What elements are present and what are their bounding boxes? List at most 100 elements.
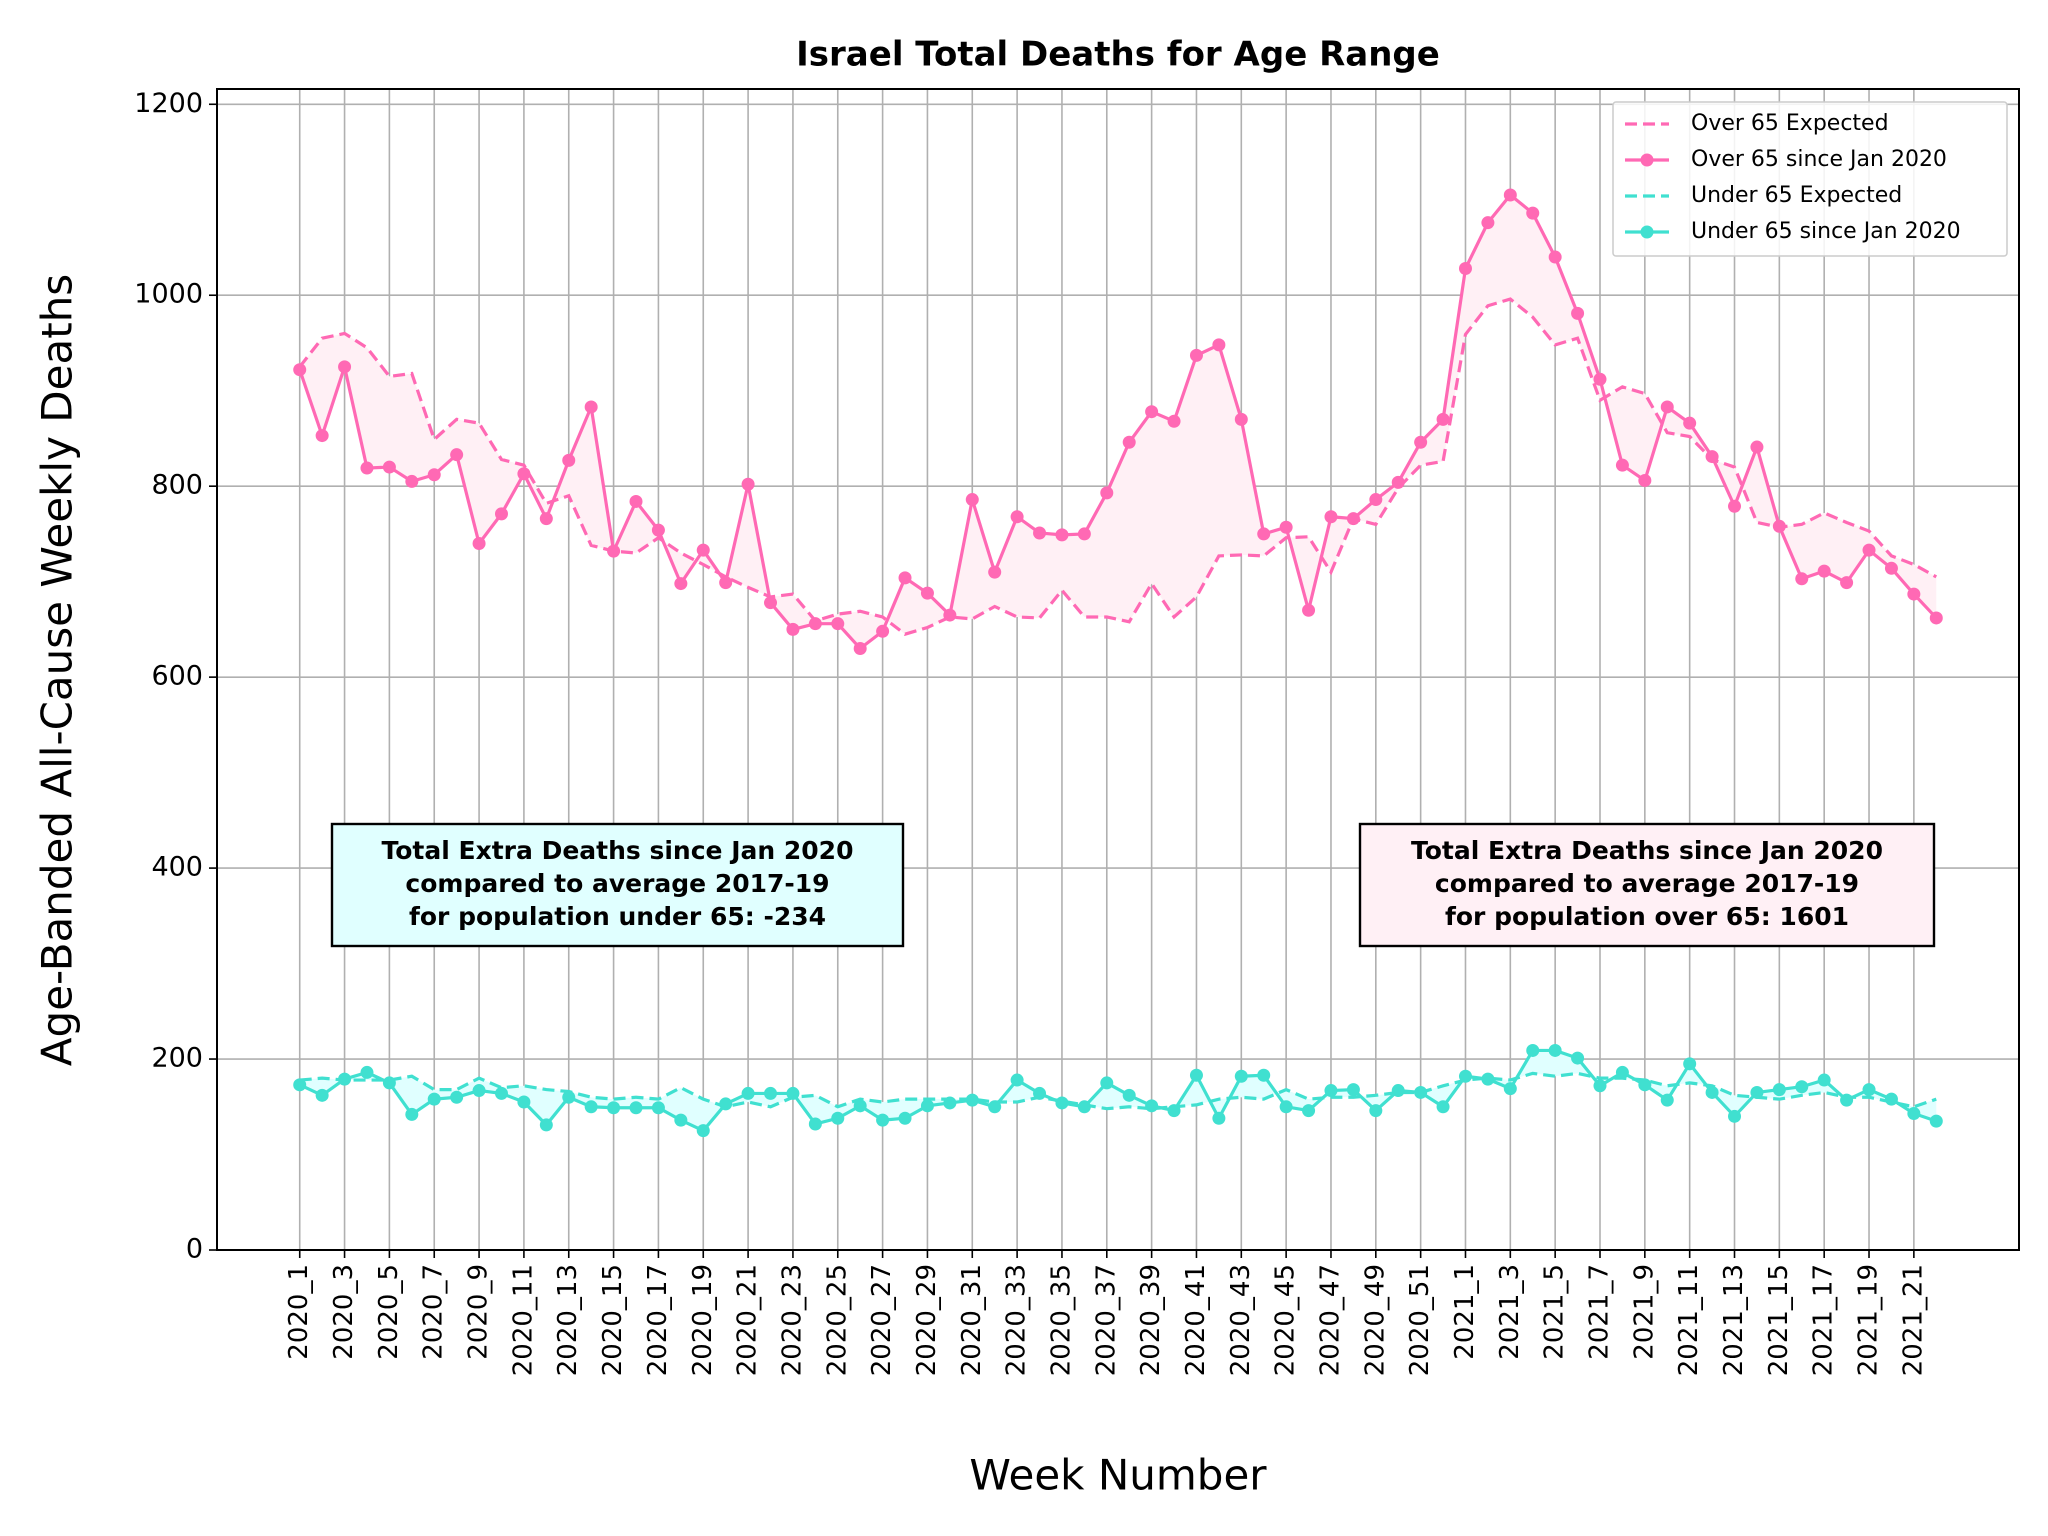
- data-point: [831, 1111, 845, 1125]
- x-tick-label: 2020_1: [284, 1264, 314, 1360]
- data-point: [1122, 435, 1136, 449]
- legend-label: Over 65 Expected: [1691, 111, 1889, 136]
- data-point: [1840, 576, 1854, 590]
- data-point: [1660, 400, 1674, 414]
- annotation-text: compared to average 2017-19: [1435, 869, 1859, 898]
- data-point: [764, 1086, 778, 1100]
- data-point: [1346, 512, 1360, 526]
- data-point: [539, 512, 553, 526]
- gap-fill: [299, 194, 1937, 649]
- x-tick-label: 2020_41: [1181, 1264, 1211, 1376]
- data-point: [674, 1113, 688, 1127]
- legend-marker: [1640, 225, 1654, 239]
- data-point: [1705, 450, 1719, 464]
- data-point: [1817, 1073, 1831, 1087]
- data-point: [1189, 348, 1203, 362]
- data-point: [427, 1092, 441, 1106]
- y-tick-label: 800: [151, 470, 203, 501]
- data-point: [741, 1086, 755, 1100]
- data-point: [1795, 572, 1809, 586]
- x-tick-label: 2021_15: [1764, 1264, 1794, 1376]
- data-point: [1033, 526, 1047, 540]
- data-point: [1750, 1085, 1764, 1099]
- data-point: [651, 1101, 665, 1115]
- data-point: [382, 1076, 396, 1090]
- data-point: [786, 1086, 800, 1100]
- data-point: [876, 624, 890, 638]
- data-point: [988, 1100, 1002, 1114]
- data-point: [1615, 1065, 1629, 1079]
- data-point: [1257, 1068, 1271, 1082]
- data-point: [696, 543, 710, 557]
- data-point: [808, 617, 822, 631]
- y-axis-label: Age-Banded All-Cause Weekly Deaths: [33, 274, 82, 1066]
- annotation-text: for population under 65: -234: [409, 902, 826, 931]
- data-point: [1638, 473, 1652, 487]
- data-point: [1728, 1109, 1742, 1123]
- data-point: [1122, 1088, 1136, 1102]
- x-tick-label: 2020_19: [688, 1264, 718, 1376]
- data-point: [1391, 1084, 1405, 1098]
- data-point: [1212, 1111, 1226, 1125]
- data-point: [1145, 405, 1159, 419]
- x-tick-label: 2020_23: [777, 1264, 807, 1376]
- data-point: [1212, 338, 1226, 352]
- data-point: [1010, 510, 1024, 524]
- data-point: [315, 429, 329, 443]
- x-tick-label: 2021_19: [1854, 1264, 1884, 1376]
- y-tick-label: 1200: [134, 88, 203, 119]
- data-point: [1503, 188, 1517, 202]
- y-tick-label: 400: [151, 852, 203, 883]
- data-point: [1077, 1100, 1091, 1114]
- data-point: [898, 1111, 912, 1125]
- data-point: [1862, 1083, 1876, 1097]
- data-point: [1526, 206, 1540, 220]
- data-point: [1167, 1104, 1181, 1118]
- data-point: [696, 1124, 710, 1138]
- x-tick-label: 2020_49: [1360, 1264, 1390, 1376]
- data-point: [1548, 250, 1562, 264]
- x-tick-label: 2021_1: [1450, 1264, 1480, 1360]
- data-point: [1795, 1080, 1809, 1094]
- y-tick-label: 600: [151, 661, 203, 692]
- data-point: [1167, 414, 1181, 428]
- x-tick-label: 2020_45: [1271, 1264, 1301, 1376]
- data-point: [876, 1113, 890, 1127]
- data-point: [741, 477, 755, 491]
- x-tick-label: 2021_7: [1584, 1264, 1614, 1360]
- chart-title: Israel Total Deaths for Age Range: [796, 35, 1440, 75]
- data-point: [607, 1101, 621, 1115]
- y-tick-label: 1000: [134, 279, 203, 310]
- data-point: [853, 641, 867, 655]
- data-point: [338, 360, 352, 374]
- x-tick-label: 2020_43: [1226, 1264, 1256, 1376]
- data-point: [1481, 216, 1495, 230]
- annotation-text: for population over 65: 1601: [1445, 902, 1849, 931]
- legend-marker: [1640, 153, 1654, 167]
- data-point: [472, 536, 486, 550]
- data-point: [1391, 475, 1405, 489]
- data-point: [584, 1100, 598, 1114]
- data-point: [1346, 1083, 1360, 1097]
- plot-frame: [216, 88, 2020, 1251]
- data-point: [1189, 1068, 1203, 1082]
- data-point: [1503, 1082, 1517, 1096]
- data-point: [517, 467, 531, 481]
- annotation-box: [330, 822, 905, 948]
- data-point: [1705, 1085, 1719, 1099]
- data-point: [382, 460, 396, 474]
- data-point: [629, 494, 643, 508]
- y-tick-label: 200: [151, 1043, 203, 1074]
- data-point: [1772, 1083, 1786, 1097]
- data-point: [293, 363, 307, 377]
- data-point: [1571, 306, 1585, 320]
- data-point: [920, 1099, 934, 1113]
- data-point: [584, 400, 598, 414]
- data-point: [1458, 261, 1472, 275]
- data-point: [1884, 1092, 1898, 1106]
- data-point: [1257, 527, 1271, 541]
- data-point: [1414, 435, 1428, 449]
- data-point: [1279, 1100, 1293, 1114]
- x-tick-label: 2020_51: [1405, 1264, 1435, 1376]
